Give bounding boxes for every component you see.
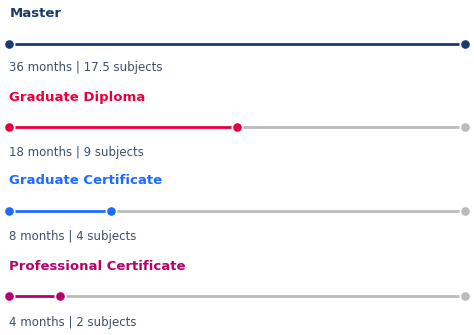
Point — [461, 208, 468, 214]
Point — [461, 41, 468, 46]
Point — [6, 208, 13, 214]
Point — [461, 125, 468, 130]
Text: 18 months | 9 subjects: 18 months | 9 subjects — [9, 146, 145, 159]
Text: 36 months | 17.5 subjects: 36 months | 17.5 subjects — [9, 61, 163, 73]
Text: Graduate Certificate: Graduate Certificate — [9, 175, 163, 187]
Point — [6, 41, 13, 46]
Text: Master: Master — [9, 7, 62, 20]
Text: Graduate Diploma: Graduate Diploma — [9, 91, 146, 104]
Text: 4 months | 2 subjects: 4 months | 2 subjects — [9, 316, 137, 329]
Text: 8 months | 4 subjects: 8 months | 4 subjects — [9, 230, 137, 243]
Point — [6, 294, 13, 299]
Point — [6, 125, 13, 130]
Point — [107, 208, 114, 214]
Point — [56, 294, 64, 299]
Point — [233, 125, 241, 130]
Text: Professional Certificate: Professional Certificate — [9, 260, 186, 273]
Point — [461, 294, 468, 299]
